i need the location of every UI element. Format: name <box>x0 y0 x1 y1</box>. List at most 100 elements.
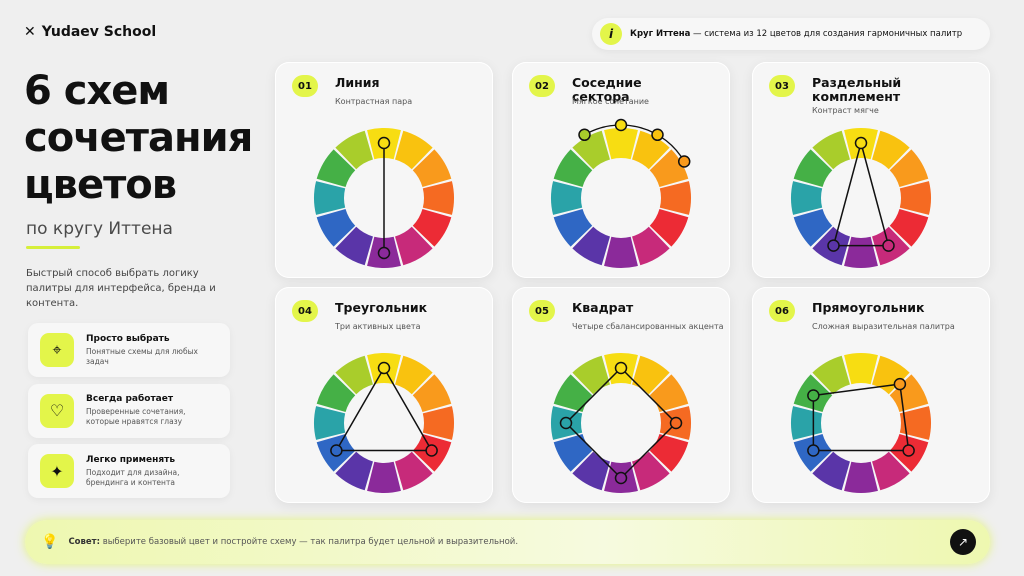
title-line: сочетания <box>24 115 253 161</box>
card-subtitle: Контрастная пара <box>335 97 413 106</box>
card-title: Линия <box>335 75 380 90</box>
wheel-segment <box>659 181 691 215</box>
feature-icon: ✦ <box>40 454 74 488</box>
wheel-segment <box>412 374 452 412</box>
wheel-segment <box>572 226 610 266</box>
color-wheel <box>314 128 454 268</box>
info-icon: i <box>600 23 622 45</box>
wheel-segment <box>572 355 610 395</box>
wheel-segment <box>395 451 433 491</box>
scheme-card: 03 Раздельный комплемент Контраст мягче <box>752 62 990 278</box>
card-number: 05 <box>529 300 555 322</box>
card-number: 03 <box>769 75 795 97</box>
feature-body: Всегда работает Проверенные сочетания, ко… <box>86 394 206 427</box>
wheel-segment <box>791 406 823 440</box>
brand: ✕ Yudaev School <box>24 24 156 40</box>
wheel-segment <box>316 374 356 412</box>
scheme-point <box>614 361 628 375</box>
wheel-segment <box>553 434 593 472</box>
wheel-segment <box>844 461 878 493</box>
tip-label: Совет: <box>68 537 100 547</box>
card-subtitle: Три активных цвета <box>335 322 421 331</box>
wheel-segment <box>889 374 929 412</box>
scheme-shape <box>564 366 678 480</box>
card-number: 06 <box>769 300 795 322</box>
hero-title: 6 схем сочетания цветов <box>24 68 253 209</box>
info-pill: i Круг Иттена — система из 12 цветов для … <box>592 18 990 50</box>
underline <box>26 246 80 249</box>
wheel-segment <box>335 355 373 395</box>
scheme-point <box>807 389 820 402</box>
wheel-segment <box>335 451 373 491</box>
scheme-point <box>677 155 691 168</box>
scheme-shape <box>335 366 433 452</box>
wheel-segment <box>553 374 593 412</box>
wheel-segment <box>872 355 910 395</box>
feature-title: Просто выбрать <box>86 333 170 344</box>
color-wheel <box>314 353 454 493</box>
scheme-point <box>614 118 628 132</box>
card-subtitle: Мягкое сочетание <box>572 97 649 106</box>
scheme-point <box>425 444 438 457</box>
wheel-segment <box>314 406 346 440</box>
scheme-point <box>377 136 391 150</box>
wheel-segment <box>872 130 910 170</box>
color-wheel <box>551 353 691 493</box>
wheel-segment <box>632 226 670 266</box>
wheel-segment <box>812 451 850 491</box>
feature-text: Понятные схемы для любых задач <box>86 346 198 366</box>
arrow-button[interactable]: ↗ <box>950 529 976 555</box>
wheel-segment <box>316 209 356 247</box>
wheel-segment <box>395 226 433 266</box>
feature-body: Легко применять Подходит для дизайна, бре… <box>86 455 206 488</box>
wheel-segment <box>649 209 689 247</box>
feature-icon: ♡ <box>40 393 74 428</box>
feature-text: Проверенные сочетания, которые нравятся … <box>86 407 186 426</box>
card-title: Треугольник <box>335 300 428 315</box>
feature-card: ⌖ Просто выбрать Понятные схемы для любых … <box>28 323 230 377</box>
wheel-segment <box>422 181 454 215</box>
tip-bar: 💡 Совет: выберите базовый цвет и построй… <box>25 520 990 564</box>
wheel-segment <box>649 374 689 412</box>
wheel-segment <box>604 128 638 160</box>
wheel-segment <box>335 130 373 170</box>
scheme-point <box>377 246 391 260</box>
wheel-segment <box>395 130 433 170</box>
wheel-segment <box>316 149 356 187</box>
feature-body: Просто выбрать Понятные схемы для любых з… <box>86 334 206 367</box>
feature-card: ♡ Всегда работает Проверенные сочетания, к… <box>28 383 230 438</box>
wheel-segment <box>889 149 929 187</box>
note-bold: Круг Иттена <box>630 29 691 39</box>
card-title: Прямоугольник <box>812 300 925 315</box>
wheel-segment <box>412 209 452 247</box>
title-line: 6 схем <box>24 68 170 114</box>
wheel-segment <box>632 451 670 491</box>
wheel-segment <box>412 149 452 187</box>
scheme-point <box>651 128 664 142</box>
hero-subtitle: по кругу Иттена <box>26 219 173 239</box>
wheel-segment <box>889 209 929 247</box>
scheme-point <box>807 444 820 457</box>
wheel-segment <box>791 181 823 215</box>
brand-name: Yudaev School <box>41 24 157 40</box>
wheel-segment <box>553 209 593 247</box>
wheel-segment <box>572 451 610 491</box>
color-wheel <box>791 353 931 493</box>
scheme-point <box>893 377 907 391</box>
wheel-segment <box>899 406 931 440</box>
scheme-card: 02 Соседние сектора Мягкое сочетание <box>512 62 730 278</box>
card-number: 02 <box>529 75 555 97</box>
wheel-segment <box>793 149 833 187</box>
card-title: Раздельный комплемент <box>812 75 902 104</box>
wheel-segment <box>395 355 433 395</box>
card-number: 01 <box>292 75 318 97</box>
note-text: — система из 12 цветов для создания гарм… <box>693 29 963 39</box>
scheme-point <box>330 444 343 457</box>
scheme-point <box>854 136 868 150</box>
wheel-segment <box>553 149 593 187</box>
scheme-arc <box>584 124 685 162</box>
wheel-segment <box>844 236 878 268</box>
wheel-segment <box>632 355 670 395</box>
feature-title: Всегда работает <box>86 394 174 404</box>
